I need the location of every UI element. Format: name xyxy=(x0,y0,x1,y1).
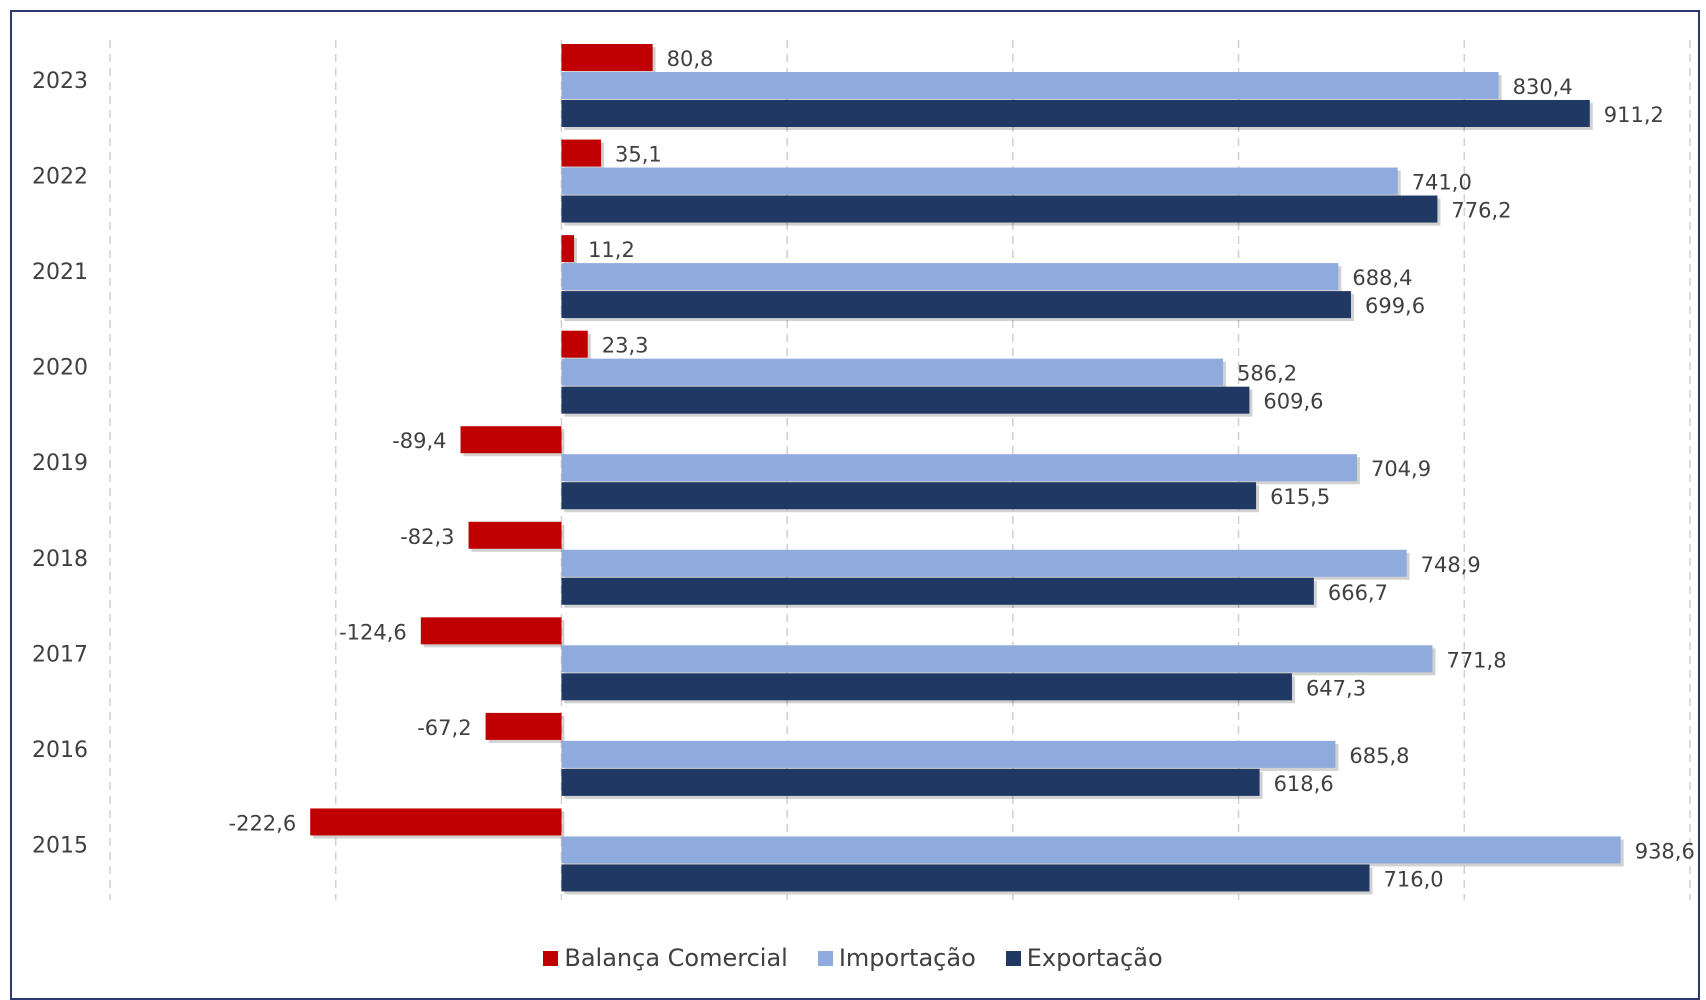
legend-label: Importação xyxy=(838,944,976,972)
bar-balan-a-comercial xyxy=(561,235,575,263)
bar-importa-o xyxy=(561,72,1499,99)
y-tick-label: 2019 xyxy=(32,451,88,476)
legend: Balança Comercial Importação Exportação xyxy=(0,940,1706,976)
data-label: 647,3 xyxy=(1306,676,1366,700)
y-tick-label: 2020 xyxy=(32,356,88,381)
data-label: 615,5 xyxy=(1270,485,1330,509)
bar-balan-a-comercial xyxy=(561,139,602,167)
bar-balan-a-comercial xyxy=(420,617,562,645)
data-label: 618,6 xyxy=(1274,772,1334,796)
y-tick-label: 2017 xyxy=(32,642,88,667)
y-tick-label: 2021 xyxy=(32,260,88,285)
data-label: 771,8 xyxy=(1446,648,1506,672)
y-axis-ticks: 2023 2022 2021 2020 2019 2018 2017 2016 2015 xyxy=(32,69,88,858)
data-label: 776,2 xyxy=(1451,199,1511,223)
bar-balan-a-comercial xyxy=(485,712,562,740)
legend-item-importacao: Importação xyxy=(817,944,976,972)
data-label: -124,6 xyxy=(339,620,407,644)
bar-exporta-o xyxy=(561,386,1250,414)
data-label: 741,0 xyxy=(1412,171,1472,195)
bar-importa-o xyxy=(561,740,1336,768)
data-label: -222,6 xyxy=(229,811,297,835)
data-label: 23,3 xyxy=(602,334,649,358)
bar-importa-o xyxy=(561,645,1433,673)
data-label: 35,1 xyxy=(615,143,662,167)
data-label: 666,7 xyxy=(1328,581,1388,605)
legend-swatch xyxy=(1005,950,1021,966)
bar-balan-a-comercial xyxy=(561,44,653,71)
data-label: 609,6 xyxy=(1263,390,1323,414)
data-label: 748,9 xyxy=(1421,553,1481,577)
bar-balan-a-comercial xyxy=(561,330,588,358)
y-tick-label: 2023 xyxy=(32,69,88,94)
bar-exporta-o xyxy=(561,864,1370,892)
y-tick-label: 2022 xyxy=(32,165,88,190)
legend-swatch xyxy=(543,950,559,966)
data-label: -82,3 xyxy=(400,525,454,549)
bar-importa-o xyxy=(561,549,1407,577)
bar-importa-o xyxy=(561,263,1339,291)
bar-balan-a-comercial xyxy=(460,426,562,454)
data-label: 716,0 xyxy=(1383,867,1443,891)
legend-item-balanca: Balança Comercial xyxy=(543,944,788,972)
data-label: -67,2 xyxy=(417,716,471,740)
legend-label: Exportação xyxy=(1026,944,1163,972)
legend-swatch xyxy=(817,950,833,966)
bar-exporta-o xyxy=(561,195,1438,223)
data-label: 685,8 xyxy=(1349,744,1409,768)
bars xyxy=(310,44,1624,895)
bar-importa-o xyxy=(561,454,1357,482)
legend-label: Balança Comercial xyxy=(564,944,788,972)
data-labels: 80,8 830,4 911,2 35,1 741,0 776,2 11,2 688,4 699… xyxy=(229,47,1695,891)
data-label: 80,8 xyxy=(667,47,714,71)
bar-exporta-o xyxy=(561,577,1314,605)
bar-exporta-o xyxy=(561,482,1257,510)
bar-exporta-o xyxy=(561,768,1260,796)
data-label: -89,4 xyxy=(392,429,446,453)
data-label: 586,2 xyxy=(1237,362,1297,386)
data-label: 830,4 xyxy=(1513,75,1573,99)
bar-balan-a-comercial xyxy=(310,808,562,836)
data-label: 688,4 xyxy=(1352,266,1412,290)
bar-importa-o xyxy=(561,358,1223,386)
data-label: 11,2 xyxy=(588,238,635,262)
chart-plot: 80,8 830,4 911,2 35,1 741,0 776,2 11,2 688,4 699… xyxy=(32,40,1695,900)
y-tick-label: 2015 xyxy=(32,833,88,858)
y-tick-label: 2016 xyxy=(32,738,88,763)
bar-importa-o xyxy=(561,836,1621,864)
data-label: 699,6 xyxy=(1365,294,1425,318)
data-label: 938,6 xyxy=(1635,839,1695,863)
legend-item-exportacao: Exportação xyxy=(1005,944,1163,972)
bar-exporta-o xyxy=(561,100,1590,127)
bar-exporta-o xyxy=(561,673,1292,701)
bar-exporta-o xyxy=(561,291,1351,319)
data-label: 704,9 xyxy=(1371,457,1431,481)
y-tick-label: 2018 xyxy=(32,547,88,572)
data-label: 911,2 xyxy=(1604,103,1664,127)
bar-balan-a-comercial xyxy=(468,521,562,549)
bar-importa-o xyxy=(561,167,1398,195)
